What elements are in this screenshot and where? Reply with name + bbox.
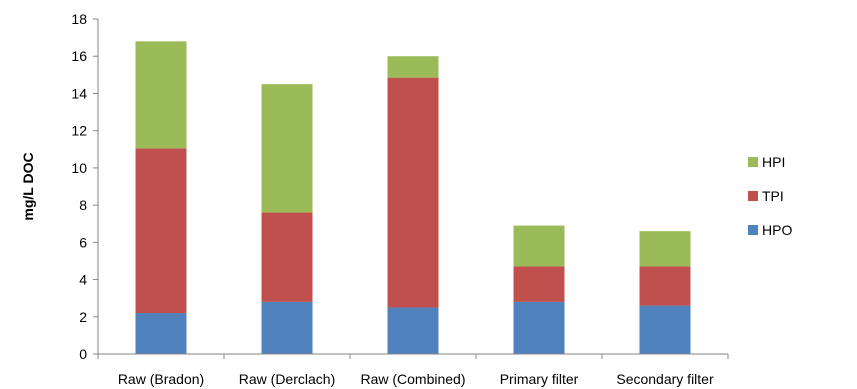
- bar-tpi-primary-filter: [513, 266, 565, 302]
- legend-swatch-hpi: [748, 157, 758, 167]
- bar-tpi-raw-derclach: [261, 212, 313, 302]
- bar-hpo-raw-bradon: [135, 313, 187, 354]
- bar-tpi-secondary-filter: [639, 266, 691, 306]
- bars: [135, 41, 691, 354]
- bar-hpo-secondary-filter: [639, 305, 691, 354]
- legend-label-tpi: TPI: [762, 188, 784, 204]
- y-tick-label-8: 8: [79, 197, 87, 213]
- x-axis-ticks: [97, 354, 729, 359]
- x-axis-category-labels: Raw (Bradon) Raw (Derclach) Raw (Combined)…: [118, 371, 714, 387]
- x-category-label-raw-bradon: Raw (Bradon): [118, 371, 204, 387]
- legend-label-hpo: HPO: [762, 222, 792, 238]
- x-category-label-raw-combined: Raw (Combined): [360, 371, 465, 387]
- bar-tpi-raw-bradon: [135, 148, 187, 314]
- bar-tpi-raw-combined: [387, 77, 439, 308]
- legend: HPI TPI HPO: [748, 154, 792, 238]
- legend-swatch-hpo: [748, 225, 758, 235]
- bar-hpi-raw-derclach: [261, 84, 313, 213]
- legend-swatch-tpi: [748, 191, 758, 201]
- y-tick-label-10: 10: [71, 160, 87, 176]
- legend-label-hpi: HPI: [762, 154, 785, 170]
- x-category-label-primary-filter: Primary filter: [500, 371, 579, 387]
- y-tick-label-18: 18: [71, 11, 87, 27]
- y-tick-label-2: 2: [79, 309, 87, 325]
- y-axis-ticks: 0 2 4 6 8 10 12 14 16 18: [71, 11, 98, 362]
- y-tick-label-14: 14: [71, 85, 87, 101]
- bar-hpi-raw-bradon: [135, 41, 187, 149]
- bar-hpo-primary-filter: [513, 301, 565, 354]
- y-tick-label-6: 6: [79, 234, 87, 250]
- bar-hpi-raw-combined: [387, 56, 439, 78]
- bar-hpi-primary-filter: [513, 225, 565, 267]
- y-tick-label-4: 4: [79, 272, 87, 288]
- bar-hpi-secondary-filter: [639, 231, 691, 267]
- bar-hpo-raw-combined: [387, 307, 439, 354]
- y-tick-label-16: 16: [71, 48, 87, 64]
- y-axis-title: mg/L DOC: [20, 152, 36, 220]
- y-tick-label-12: 12: [71, 123, 87, 139]
- bar-hpo-raw-derclach: [261, 301, 313, 354]
- x-category-label-raw-derclach: Raw (Derclach): [239, 371, 335, 387]
- x-category-label-secondary-filter: Secondary filter: [616, 371, 714, 387]
- y-tick-label-0: 0: [79, 346, 87, 362]
